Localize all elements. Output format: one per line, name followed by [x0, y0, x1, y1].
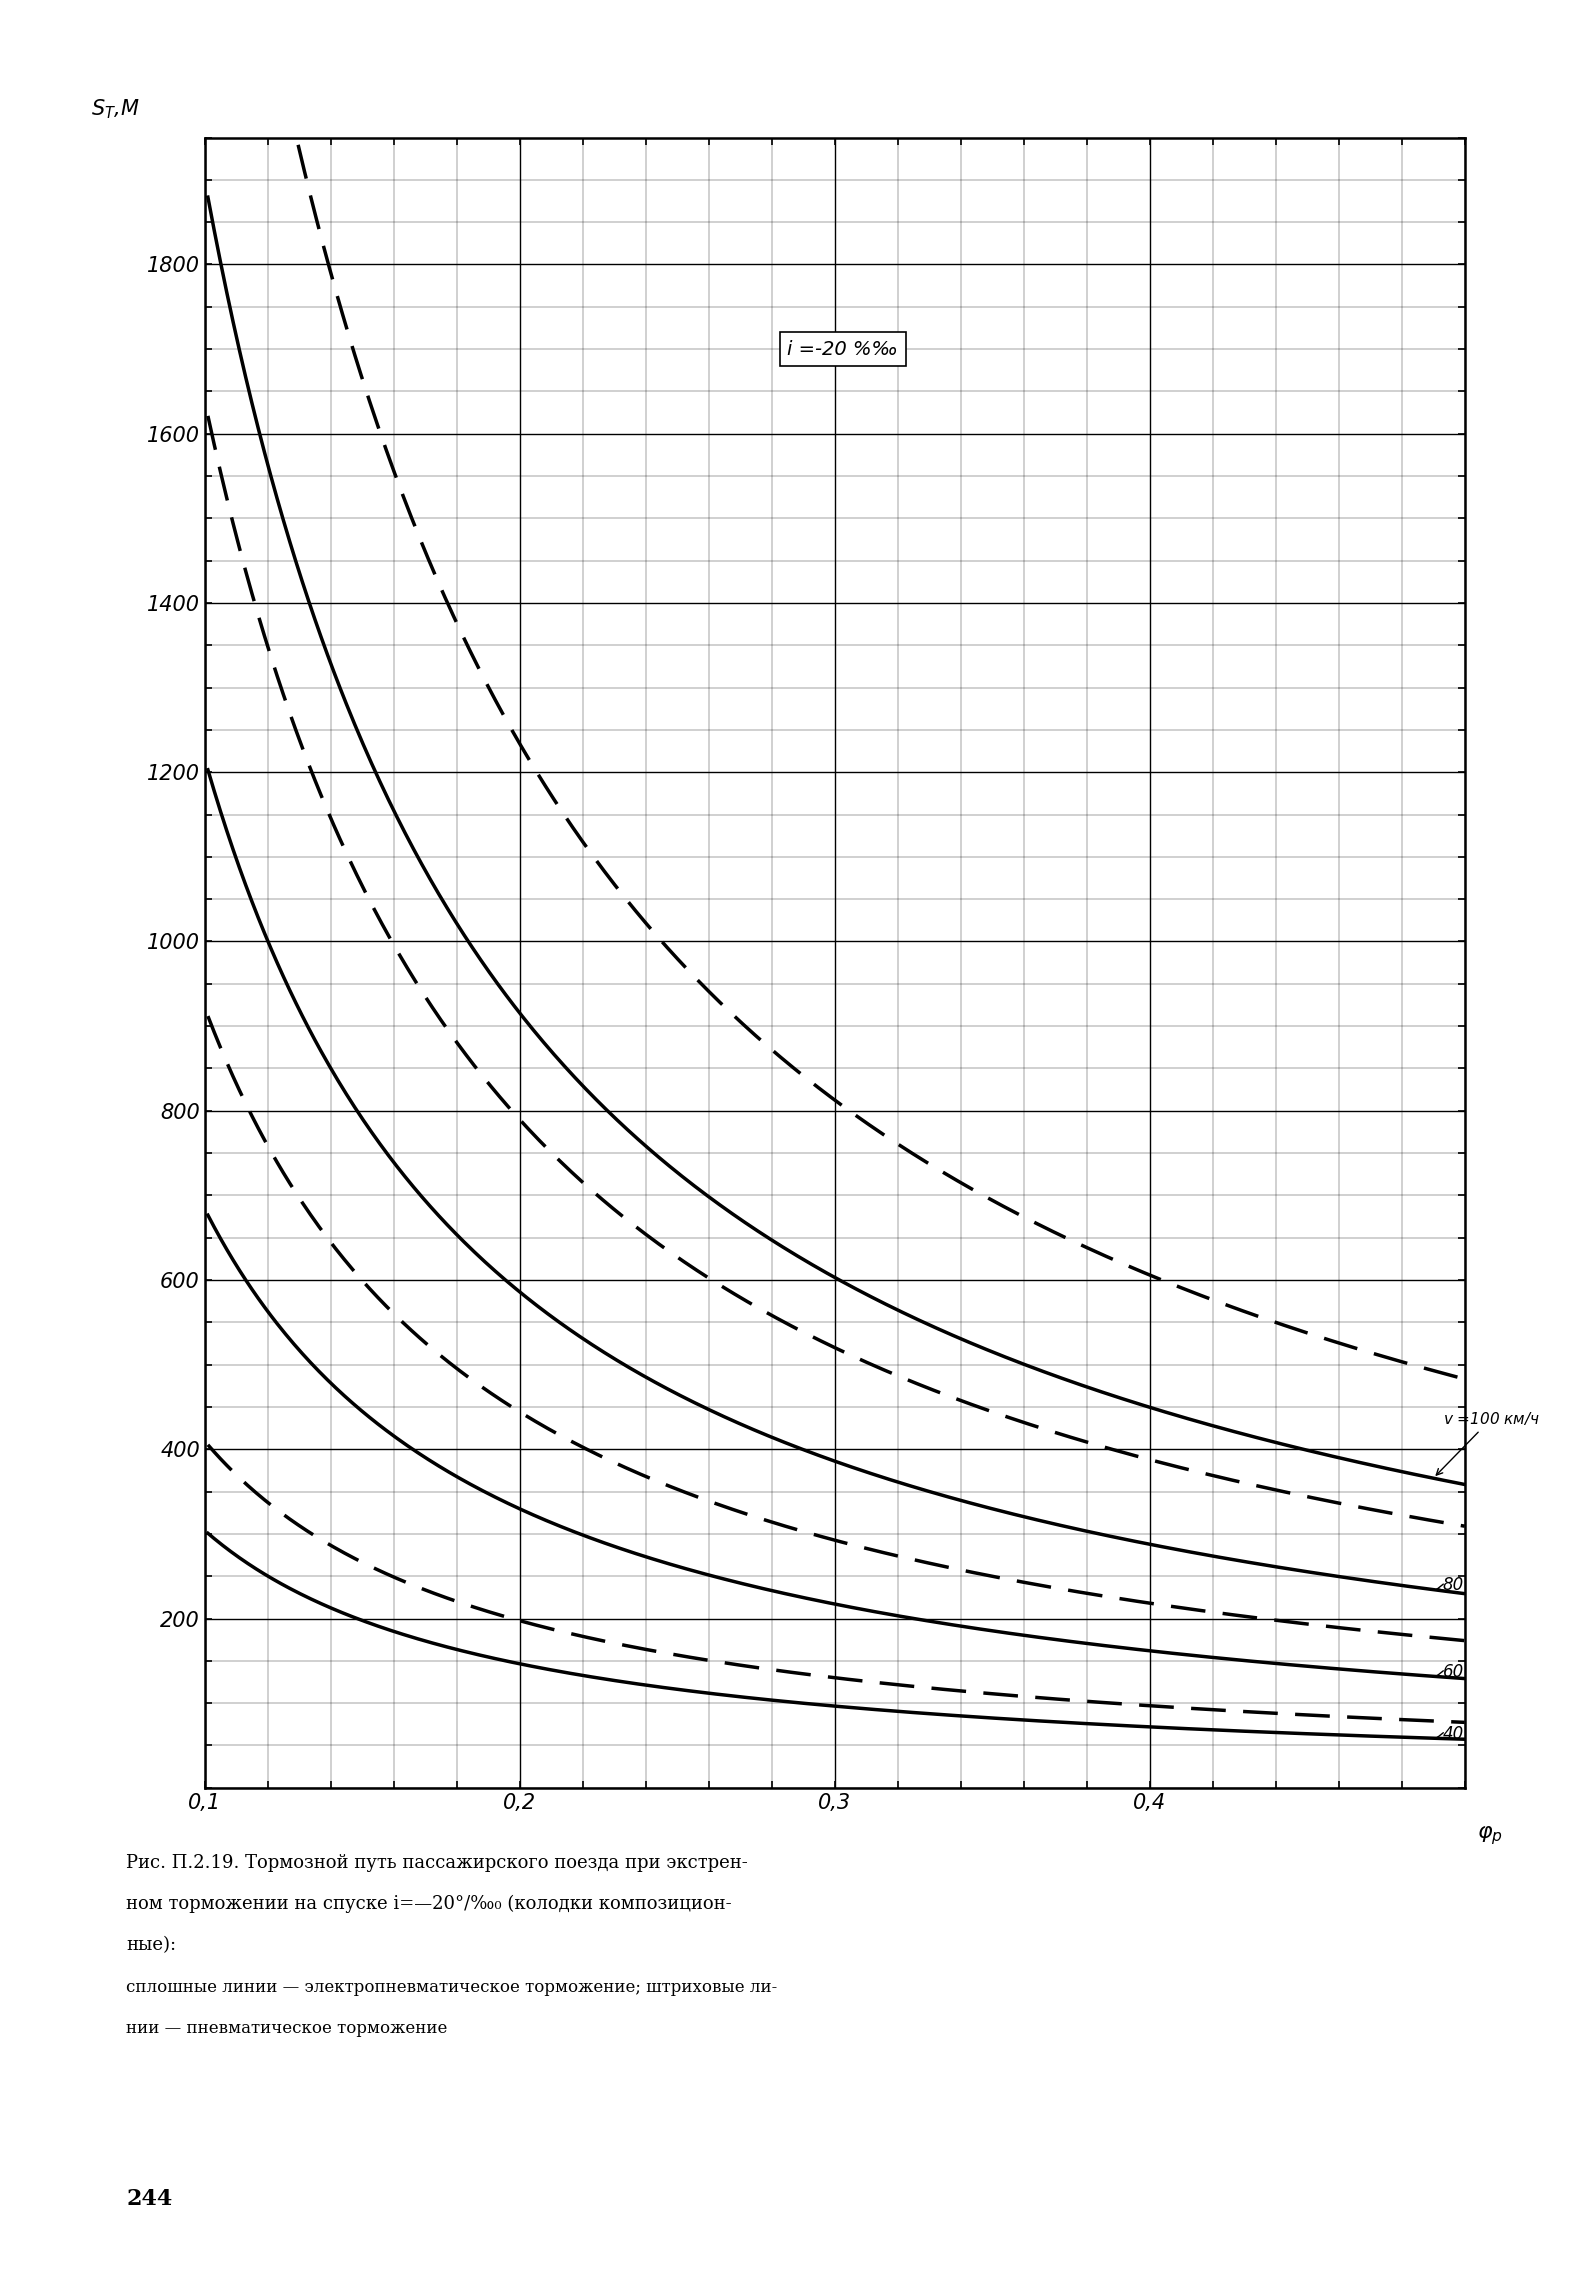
Text: Рис. П.2.19. Тормозной путь пассажирского поезда при экстрен-: Рис. П.2.19. Тормозной путь пассажирског… [126, 1854, 748, 1873]
Text: ном торможении на спуске i=—20°/‰₀ (колодки композицион-: ном торможении на спуске i=—20°/‰₀ (коло… [126, 1895, 732, 1914]
Text: 244: 244 [126, 2189, 172, 2209]
Text: i =-20 %‰: i =-20 %‰ [788, 339, 898, 358]
Text: $\mathit{\varphi_p}$: $\mathit{\varphi_p}$ [1477, 1824, 1503, 1847]
Text: ные):: ные): [126, 1937, 176, 1955]
Text: нии — пневматическое торможение: нии — пневматическое торможение [126, 2019, 447, 2038]
Text: 40: 40 [1436, 1726, 1463, 1742]
Text: сплошные линии — электропневматическое торможение; штриховые ли-: сплошные линии — электропневматическое т… [126, 1978, 776, 1996]
Text: $v$ =100 км/ч: $v$ =100 км/ч [1436, 1410, 1540, 1476]
Text: 60: 60 [1436, 1664, 1463, 1680]
Text: $S_{T}$,М: $S_{T}$,М [91, 99, 140, 121]
Text: 80: 80 [1436, 1577, 1463, 1595]
